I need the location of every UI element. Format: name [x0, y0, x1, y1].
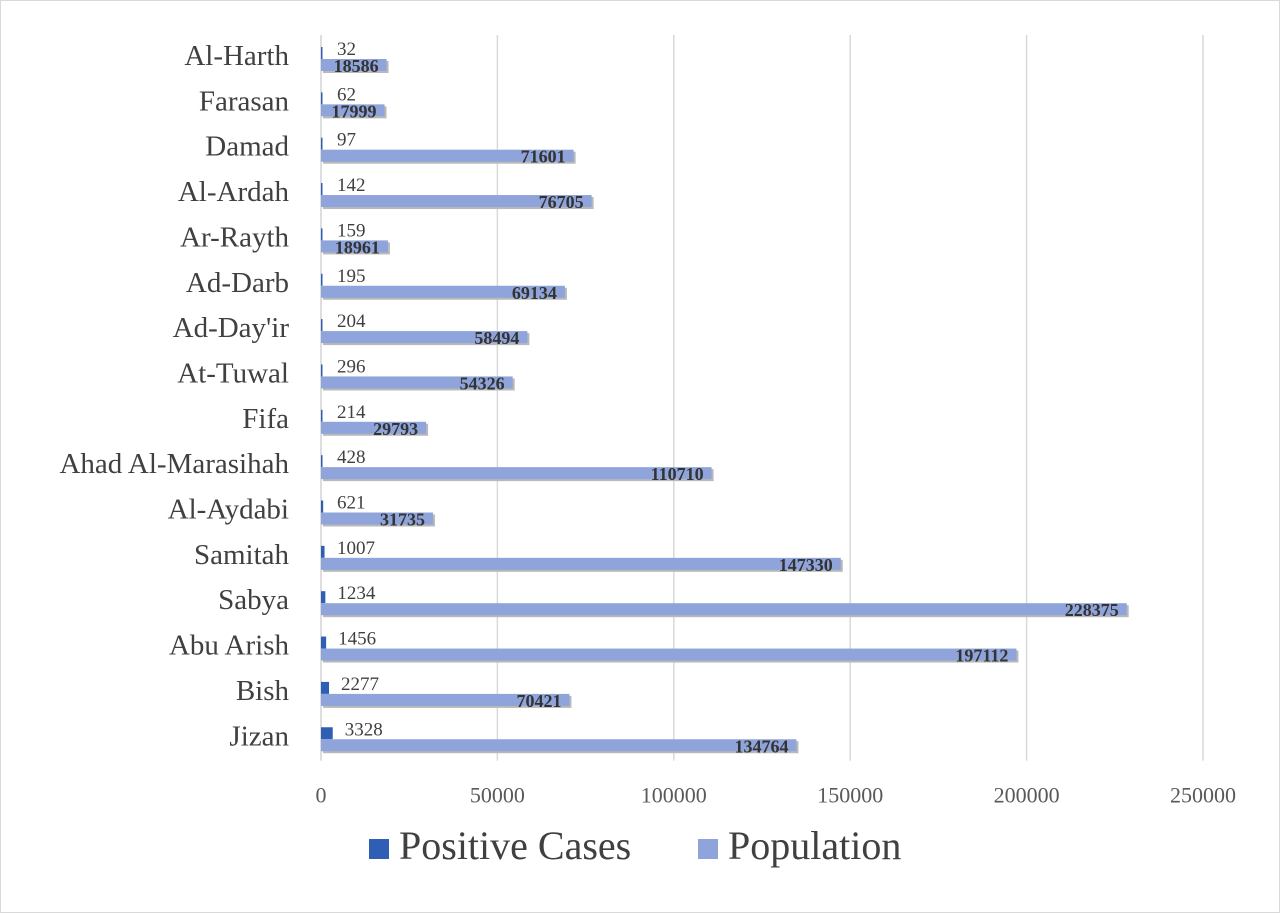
legend-swatch-population — [698, 839, 718, 859]
bar-population — [321, 104, 385, 117]
category-label: Sabya — [218, 584, 289, 616]
category-label: Al-Ardah — [178, 176, 290, 208]
data-label-population: 110710 — [651, 464, 704, 484]
bar-population — [321, 739, 797, 752]
data-label-population: 29793 — [373, 419, 418, 439]
bar-population — [321, 603, 1127, 616]
bars: 3328 134764 2277 70421 1456 197112 1234 228375 1… — [321, 39, 1129, 756]
data-label-population: 17999 — [332, 101, 377, 121]
data-label-positive-cases: 1456 — [338, 629, 376, 650]
legend-label-population: Population — [728, 823, 901, 868]
bar-positive-cases — [321, 591, 326, 604]
data-label-positive-cases: 1234 — [337, 583, 376, 604]
bar-population — [321, 285, 565, 298]
bar-positive-cases — [321, 545, 325, 558]
bar-positive-cases — [321, 636, 327, 649]
x-tick-label: 0 — [316, 783, 327, 808]
data-label-positive-cases: 3328 — [345, 719, 383, 740]
data-label-positive-cases: 97 — [337, 130, 356, 151]
data-label-population: 228375 — [1065, 600, 1119, 620]
data-label-positive-cases: 621 — [337, 493, 366, 514]
data-label-population: 134764 — [734, 736, 788, 756]
data-label-positive-cases: 2277 — [341, 674, 379, 695]
bar-population — [321, 195, 592, 208]
data-label-positive-cases: 159 — [337, 220, 366, 241]
bar-positive-cases — [321, 319, 323, 332]
data-label-population: 18586 — [334, 56, 379, 76]
legend-swatch-positive-cases — [369, 839, 389, 859]
data-label-population: 31735 — [380, 510, 425, 530]
bar-population — [321, 557, 841, 570]
data-label-population: 69134 — [512, 283, 557, 303]
category-label: Samitah — [194, 539, 290, 571]
data-label-population: 76705 — [539, 192, 584, 212]
category-label: Ar-Rayth — [180, 221, 289, 253]
category-label: Ahad Al-Marasihah — [59, 448, 289, 480]
category-label: At-Tuwal — [177, 357, 289, 389]
category-label: Al-Harth — [184, 40, 289, 72]
category-labels: Jizan Bish Abu Arish Sabya Samitah Al-Aydabi A… — [59, 40, 289, 752]
bar-population — [321, 331, 528, 344]
data-label-positive-cases: 142 — [337, 175, 366, 196]
bar-positive-cases — [321, 183, 323, 196]
data-label-population: 58494 — [474, 328, 519, 348]
data-label-population: 54326 — [460, 373, 505, 393]
legend-label-positive-cases: Positive Cases — [399, 823, 631, 868]
category-label: Damad — [205, 131, 289, 163]
category-label: Ad-Darb — [186, 267, 289, 299]
category-label: Abu Arish — [169, 630, 290, 662]
data-label-population: 197112 — [955, 646, 1008, 666]
data-label-positive-cases: 296 — [337, 356, 366, 377]
category-label: Farasan — [199, 85, 290, 117]
x-tick-label: 250000 — [1170, 783, 1236, 808]
x-tick-label: 50000 — [470, 783, 525, 808]
bar-population — [321, 240, 388, 253]
x-tick-label: 150000 — [817, 783, 883, 808]
data-label-positive-cases: 195 — [337, 266, 366, 287]
legend: Positive Cases Population — [369, 823, 901, 868]
data-label-positive-cases: 62 — [337, 84, 356, 105]
data-label-population: 71601 — [521, 147, 566, 167]
bar-population — [321, 467, 712, 480]
bar-positive-cases — [321, 455, 323, 468]
bar-positive-cases — [321, 137, 323, 150]
bar-population — [321, 149, 574, 162]
bar-population — [321, 421, 427, 434]
bar-positive-cases — [321, 500, 324, 513]
category-label: Al-Aydabi — [168, 494, 289, 526]
bar-population — [321, 59, 387, 71]
bar-population — [321, 376, 513, 389]
data-label-population: 70421 — [516, 691, 561, 711]
category-label: Bish — [236, 675, 290, 707]
bar-population — [321, 693, 570, 706]
bar-population — [321, 648, 1017, 661]
data-label-positive-cases: 428 — [337, 447, 366, 468]
bar-positive-cases — [321, 681, 330, 694]
bar-positive-cases — [321, 727, 333, 740]
category-label: Jizan — [229, 720, 289, 752]
data-label-population: 147330 — [779, 555, 833, 575]
data-label-positive-cases: 204 — [337, 311, 366, 332]
category-label: Fifa — [242, 403, 289, 435]
x-tick-label: 100000 — [641, 783, 707, 808]
x-tick-label: 200000 — [994, 783, 1060, 808]
bar-positive-cases — [321, 273, 323, 286]
bar-positive-cases — [321, 228, 323, 241]
bar-positive-cases — [321, 364, 323, 377]
data-label-population: 18961 — [335, 237, 380, 257]
x-tick-labels: 0 50000 100000 150000 200000 250000 — [316, 783, 1237, 808]
bar-population — [321, 512, 433, 525]
category-label: Ad-Day'ir — [173, 312, 290, 344]
data-label-positive-cases: 32 — [337, 39, 356, 60]
data-label-positive-cases: 1007 — [337, 538, 375, 559]
bar-positive-cases — [321, 47, 323, 59]
bar-positive-cases — [321, 409, 323, 422]
bar-positive-cases — [321, 92, 323, 105]
data-label-positive-cases: 214 — [337, 402, 366, 423]
